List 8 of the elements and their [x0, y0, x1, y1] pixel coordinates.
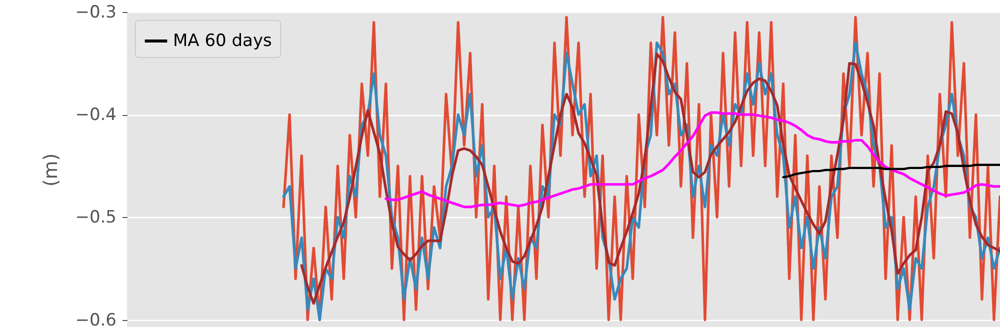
y-tick-label: −0.5 — [75, 208, 116, 228]
y-tick-label: −0.6 — [75, 310, 116, 330]
line-series — [782, 164, 1000, 178]
line-series — [384, 111, 1000, 208]
y-tick-label: −0.4 — [75, 105, 116, 126]
y-tick-label: −0.3 — [75, 2, 116, 22]
y-axis-title: (m) — [40, 153, 62, 187]
legend-label: MA 60 days — [173, 31, 272, 51]
